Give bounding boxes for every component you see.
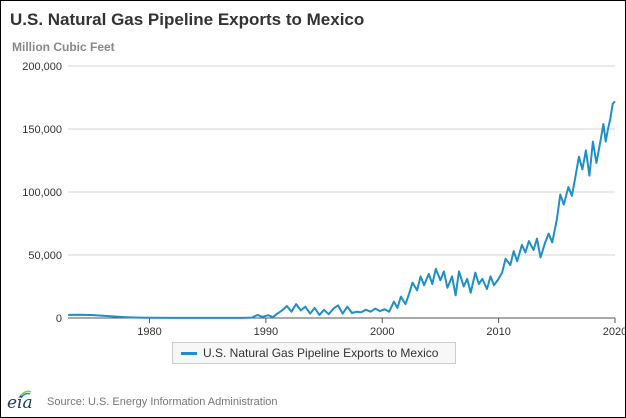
x-tick-label: 1990	[254, 326, 278, 338]
legend-swatch	[181, 351, 197, 355]
x-tick-label: 1980	[137, 326, 161, 338]
eia-arcs-icon	[18, 390, 32, 399]
legend[interactable]: U.S. Natural Gas Pipeline Exports to Mex…	[172, 342, 456, 364]
source-note: Source: U.S. Energy Information Administ…	[47, 396, 278, 408]
y-tick-label: 50,000	[28, 250, 62, 262]
eia-logo-text: eia	[7, 393, 33, 413]
x-tick-label: 2020	[603, 326, 625, 338]
legend-label: U.S. Natural Gas Pipeline Exports to Mex…	[203, 346, 439, 360]
y-tick-label: 200,000	[22, 61, 62, 73]
series-line	[67, 100, 616, 319]
eia-logo: eia	[7, 390, 39, 413]
x-tick-label: 2010	[486, 326, 510, 338]
chart-subtitle: Million Cubic Feet	[12, 40, 115, 54]
chart-title: U.S. Natural Gas Pipeline Exports to Mex…	[10, 10, 365, 29]
y-tick-label: 0	[56, 313, 62, 325]
x-tick-label: 2000	[370, 326, 394, 338]
y-tick-label: 150,000	[22, 124, 62, 136]
y-tick-label: 100,000	[22, 187, 62, 199]
line-chart: 0 50,000 100,000 150,000 200,000 1980 1990 2000…	[22, 61, 625, 338]
footer: eia Source: U.S. Energy Information Admi…	[7, 390, 278, 414]
